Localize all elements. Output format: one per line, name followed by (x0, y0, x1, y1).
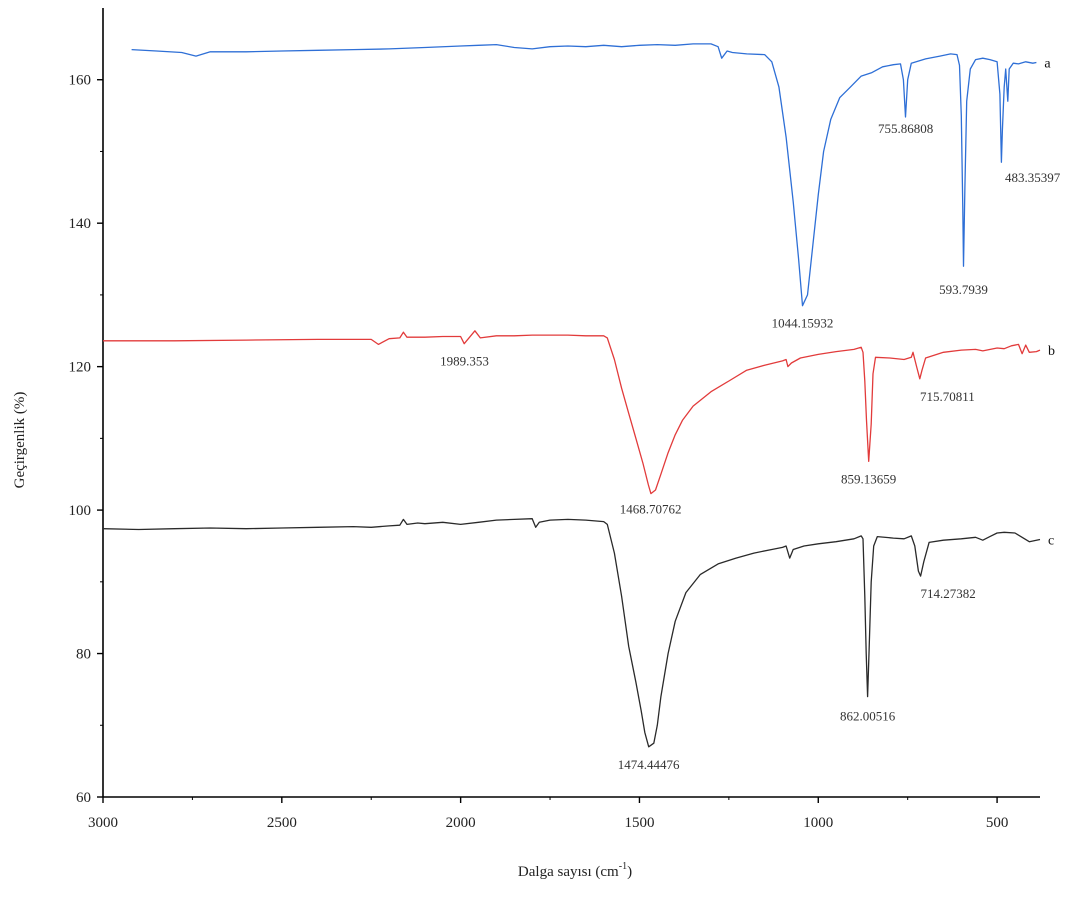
y-tick-label: 60 (76, 790, 91, 806)
peak-label: 715.70811 (920, 389, 975, 404)
series-line-c (102, 518, 1041, 748)
peak-label: 714.27382 (920, 586, 975, 601)
x-axis-title-main: Dalga sayısı (cm (518, 864, 619, 880)
series-line-a (131, 43, 1037, 307)
peak-label: 862.00516 (840, 709, 896, 724)
peak-label: 1474.44476 (618, 757, 680, 772)
x-tick-label: 500 (986, 815, 1009, 831)
peak-label: 1468.70762 (620, 502, 682, 517)
annotation-layer: 1044.15932 755.86808 593.7939 483.35397 1989… (440, 121, 1061, 772)
peak-label: 755.86808 (878, 121, 933, 136)
peak-label: 483.35397 (1005, 170, 1061, 185)
x-axis-title-close: ) (627, 864, 632, 880)
y-tick-label: 160 (69, 73, 92, 89)
x-axis-title-sup: -1 (619, 861, 627, 872)
peak-label: 1044.15932 (772, 316, 834, 331)
x-tick-label: 1500 (624, 815, 654, 831)
series-label-a: a (1044, 57, 1051, 72)
y-axis-title: Geçirgenlik (%) (12, 392, 28, 489)
y-tick-label: 140 (69, 216, 92, 232)
x-tick-label: 2000 (446, 815, 476, 831)
y-tick-label: 100 (69, 503, 92, 519)
x-axis-title: Dalga sayısı (cm-1) (518, 861, 632, 880)
y-tick-label: 80 (76, 647, 91, 663)
axes: 60 80 100 120 140 160 3000 2500 2000 1500 1000 500 (69, 8, 1040, 831)
series-label-b: b (1048, 344, 1055, 359)
series-line-b (103, 330, 1041, 495)
series-label-c: c (1048, 533, 1054, 548)
x-tick-label: 3000 (88, 815, 118, 831)
peak-label: 859.13659 (841, 471, 896, 486)
peak-label: 1989.353 (440, 354, 489, 369)
y-tick-label: 120 (69, 360, 92, 376)
series-layer: a b c (102, 43, 1055, 748)
peak-label: 593.7939 (939, 282, 988, 297)
x-tick-label: 2500 (267, 815, 297, 831)
x-tick-label: 1000 (803, 815, 833, 831)
